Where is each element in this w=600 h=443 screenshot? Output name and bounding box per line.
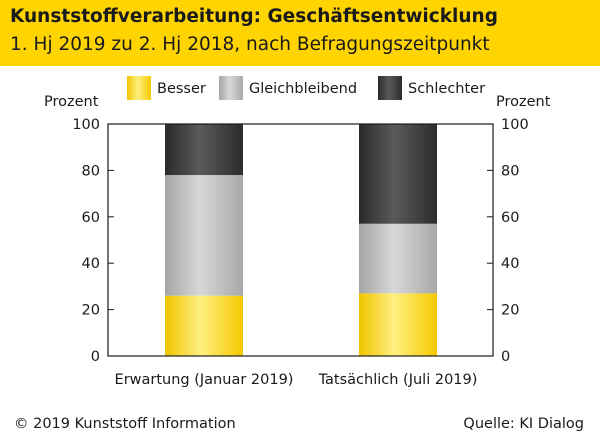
legend-swatch-schlechter xyxy=(378,76,402,100)
bar-besser-2 xyxy=(359,293,437,356)
chart-subtitle: 1. Hj 2019 zu 2. Hj 2018, nach Befragung… xyxy=(10,34,490,55)
source-note: Quelle: KI Dialog xyxy=(463,416,584,432)
legend-swatch-besser xyxy=(127,76,151,100)
plot-frame xyxy=(107,123,494,357)
bars xyxy=(165,124,437,356)
y-tick-label-right: 0 xyxy=(501,349,510,365)
copyright-note: © 2019 Kunststoff Information xyxy=(14,416,236,432)
bar-gleichbleibend-1 xyxy=(165,175,243,296)
x-tick-label: Erwartung (Januar 2019) xyxy=(115,372,294,388)
y-tick-label-left: 40 xyxy=(82,256,100,272)
y-ticks-right: 0 20 40 60 80 100 xyxy=(487,117,529,365)
y-tick-label-left: 100 xyxy=(72,117,100,133)
bar-gleichbleibend-2 xyxy=(359,223,437,294)
y-axis-label-right: Prozent xyxy=(496,94,551,110)
y-axis-label-left: Prozent xyxy=(44,94,99,110)
stacked-bar-chart: Besser Gleichbleibend Schlechter Prozent P… xyxy=(44,76,551,388)
bar-schlechter-2 xyxy=(359,124,437,224)
y-tick-label-right: 60 xyxy=(501,210,519,226)
y-tick-label-left: 80 xyxy=(82,163,100,179)
bar-schlechter-1 xyxy=(165,124,243,176)
y-tick-label-right: 40 xyxy=(501,256,519,272)
y-tick-label-left: 20 xyxy=(82,303,100,319)
legend-label-schlechter: Schlechter xyxy=(408,81,485,97)
legend: Besser Gleichbleibend Schlechter xyxy=(127,76,485,100)
y-tick-label-right: 20 xyxy=(501,303,519,319)
header-bar: Kunststoffverarbeitung: Geschäftsentwick… xyxy=(0,0,600,66)
y-tick-label-left: 0 xyxy=(91,349,100,365)
y-tick-label-right: 100 xyxy=(501,117,529,133)
bar-besser-1 xyxy=(165,295,243,356)
x-axis-labels: Erwartung (Januar 2019) Tatsächlich (Juli… xyxy=(115,372,478,388)
legend-swatch-gleichbleibend xyxy=(219,76,243,100)
chart-title: Kunststoffverarbeitung: Geschäftsentwick… xyxy=(10,6,498,27)
x-tick-label: Tatsächlich (Juli 2019) xyxy=(318,372,478,388)
y-tick-label-right: 80 xyxy=(501,163,519,179)
y-tick-label-left: 60 xyxy=(82,210,100,226)
legend-label-gleichbleibend: Gleichbleibend xyxy=(249,81,357,97)
legend-label-besser: Besser xyxy=(157,81,206,97)
